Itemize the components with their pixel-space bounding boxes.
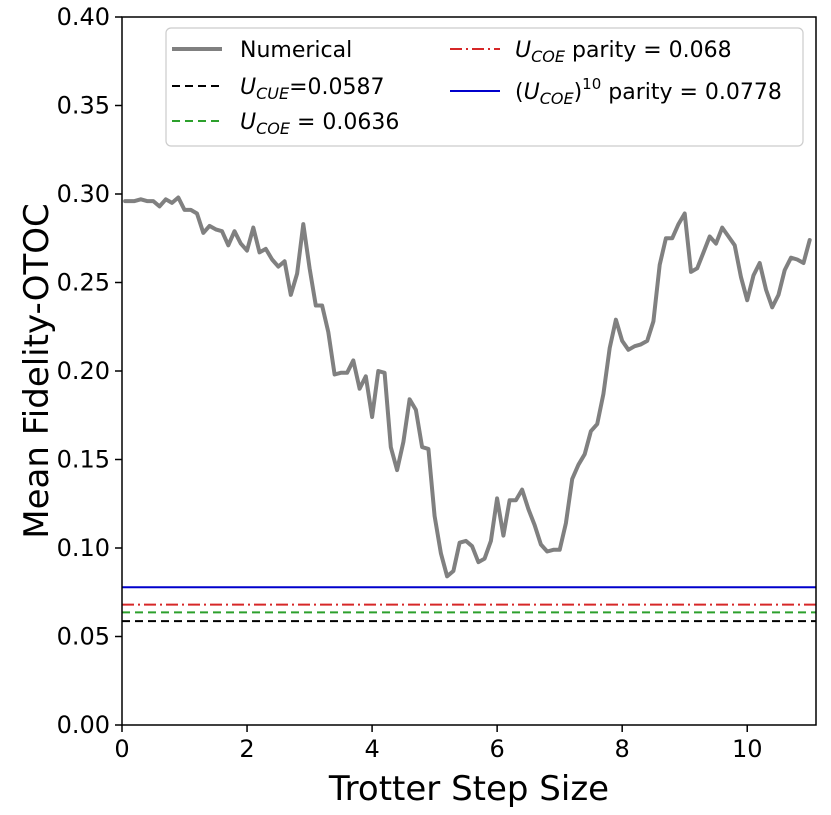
y-tick-label: 0.35 <box>57 92 110 120</box>
y-tick-label: 0.20 <box>57 357 110 385</box>
y-tick-label: 0.10 <box>57 534 110 562</box>
x-tick-label: 2 <box>239 735 254 763</box>
y-tick-label: 0.40 <box>57 3 110 31</box>
y-tick-label: 0.30 <box>57 180 110 208</box>
y-axis-label: Mean Fidelity-OTOC <box>17 203 57 538</box>
legend-label: Numerical <box>240 38 352 63</box>
y-tick-label: 0.00 <box>57 711 110 739</box>
x-tick-label: 6 <box>489 735 504 763</box>
y-tick-label: 0.15 <box>57 446 110 474</box>
x-tick-label: 0 <box>114 735 129 763</box>
legend-box <box>165 27 804 147</box>
legend-item: (UCOE)10 parity = 0.0778 <box>450 75 782 108</box>
series-line-0 <box>123 195 812 579</box>
x-tick-label: 10 <box>732 735 763 763</box>
legend-label: UCOE = 0.0636 <box>240 110 399 138</box>
legend-item: Numerical <box>172 38 352 63</box>
legend-item: UCUE=0.0587 <box>172 75 385 103</box>
x-tick-label: 4 <box>364 735 379 763</box>
y-tick-label: 0.25 <box>57 269 110 297</box>
x-tick-label: 8 <box>615 735 630 763</box>
legend-label: UCUE=0.0587 <box>240 75 385 103</box>
series-layer <box>122 195 816 623</box>
legend-item: UCOE parity = 0.068 <box>450 38 732 66</box>
y-tick-label: 0.05 <box>57 623 110 651</box>
legend-label: UCOE parity = 0.068 <box>515 38 732 66</box>
legend-label: (UCOE)10 parity = 0.0778 <box>515 75 782 108</box>
axis-ticks: 0 2 4 6 8 10 0.00 0.05 0.10 0.15 0.20 0.25 0.30 0.35 0… <box>57 3 763 763</box>
legend-item: UCOE = 0.0636 <box>172 110 399 138</box>
legend: Numerical UCUE=0.0587 UCOE = 0.0636 UCOE pa… <box>165 27 804 147</box>
x-axis-label: Trotter Step Size <box>328 769 609 809</box>
